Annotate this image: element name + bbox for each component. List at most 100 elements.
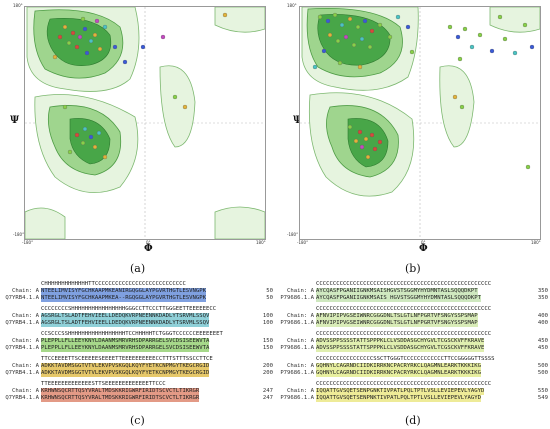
residue-number: 150 — [262, 338, 273, 344]
sequence-label: P79686.1.A — [280, 395, 314, 401]
target-row: Chain: A GQHNYLCAGRNDCIIDKIRRKNCPACRYRKCL… — [278, 363, 548, 370]
caption-c: (c) — [130, 414, 145, 427]
phi-tick-zero: 0° — [421, 240, 426, 245]
sequence-label: Chain: A — [287, 338, 314, 344]
psi-tick-min: -180° — [13, 232, 25, 237]
sequence-label: P79686.1.A — [280, 345, 314, 351]
alignment-block: TTCCEEEETTSCEEEEESEEEETTEEEEEEEEEECCTTTS… — [3, 356, 273, 377]
phi-tick-zero: 0° — [146, 240, 151, 245]
sequence-text: KRHWNSQCRTTQSYVRALTMDSKKRIGWRFIRIDTSCVCT… — [41, 388, 200, 395]
sequence-text: ADKKTAVDMSGGTVTVLEKVPVSKGQLKQYFYETKCNPMG… — [41, 363, 210, 370]
target-row: Chain: A AGSRGLTSLADTFEHVIEELLDEDQKVRPNEE… — [3, 313, 273, 320]
alignment-block: CCCCCCCCCCCCCCCCCSSCTTGGGTCCCCCCCCCCCCTT… — [278, 356, 548, 377]
sequence-text: KRHWNSQCRTTQSYVRALTMDSKKRIGWRFIRIDTSCVCT… — [41, 395, 200, 402]
template-row: P79686.1.A ADVSSPPSSSSTATTSPPPKLCLVSDDASG… — [278, 345, 548, 352]
panel-c: CHHHHHHHHHHHHHTTCCCCCCCCCCCCCCCCCCCCCCCC… — [0, 278, 275, 429]
template-row: P79686.1.A GQHNYLCAGRNDCIIDKIRRKNCPACRYRK… — [278, 370, 548, 377]
residue-number: 350 — [537, 295, 548, 301]
residue-number: 247 — [262, 388, 273, 394]
alignment-c: CHHHHHHHHHHHHHTTCCCCCCCCCCCCCCCCCCCCCCCC… — [3, 281, 273, 406]
secondary-structure-row: CCCCCCCCCCCCCCCCCCCCCCCCCCCCCCCCCCCCCCCC… — [278, 381, 548, 388]
psi-tick-min: -180° — [287, 232, 299, 237]
sequence-label: Q7YRB4.1.A — [5, 395, 39, 401]
sequence-label: Chain: A — [287, 388, 314, 394]
sequence-text: NTEELIMVISYFGCHKAAPMKEA--RGQGGLAYPGVRTHG… — [41, 295, 207, 302]
panel-a: 180° -180° -180° 0° 180° Ψ Φ — [0, 0, 275, 278]
sequence-text: CCCCCCCCCCCCCCCCCCCCCCCCCCCCCCCCCCCCCCCC… — [316, 331, 492, 337]
target-row: Chain: A AYCQASFPGANIIGNKMSAISHGVSTSGGMYH… — [278, 288, 548, 295]
target-row: Chain: A IQQATTGVSQETSENPGNKTIVPATLPQLTPT… — [278, 388, 548, 395]
sequence-label: Chain: A — [12, 388, 39, 394]
sequence-label: P79686.1.A — [280, 370, 314, 376]
alignment-block: TTEEEEEEEEEEEEESTTSEEEEEEEEEEEEETTCCC Cha… — [3, 381, 273, 402]
alignment-block: CCSCCCSSHHHHHHHHHHHHHHHHHTCCHHHHHTCTGGGT… — [3, 331, 273, 352]
alignment-block: CCCCCCCCCCCCCCCCCCCCCCCCCCCCCCCCCCCCCCCC… — [278, 331, 548, 352]
sequence-text: AFNVIPIPVGSEIWNRCGGGDNLTSLGTLNFPGRTVFSNG… — [316, 313, 478, 320]
sequence-label: Q7YRB4.1.A — [5, 295, 39, 301]
sequence-text: CCCCCCCCCCCCCCCCCCCCCCCCCCCCCCCCCCCCCCCC… — [316, 306, 492, 312]
template-row: Q7YRB4.1.A PLEPPLLFLLEEYKNYLDAANMSMRVRHSD… — [3, 345, 273, 352]
alignment-block: CHHHHHHHHHHHHHTTCCCCCCCCCCCCCCCCCCCCCCCC… — [3, 281, 273, 302]
residue-number: 500 — [537, 370, 548, 376]
sequence-text: AFNVIPIPVGSEIWNRCGGGDNLTSLGTLNFPGRTVFSNG… — [316, 320, 478, 327]
secondary-structure-row: CCCCCCCCCCCCCCCCCCCCCCCCCCCCCCCCCCCCCCCC… — [278, 331, 548, 338]
residue-number: 200 — [262, 363, 273, 369]
sequence-text: AYCQASFPGANIIGNKMSAIS HGVSTSGGMYHYDMNTAS… — [316, 295, 482, 302]
target-row: Chain: A ADVSSPPSSSSTATTSPPPKLCLVSDDASGCH… — [278, 338, 548, 345]
template-row: P79686.1.A IQQATTGVSQETSENPNKTIVPATLPQLTP… — [278, 395, 548, 402]
psi-axis-label: Ψ — [293, 115, 303, 126]
sequence-label: Chain: A — [12, 288, 39, 294]
ramachandran-plot-a — [24, 6, 266, 240]
sequence-text: IQQATTGVSQETSENPGNKTIVPATLPQLTPTLVSLLEVI… — [316, 388, 485, 395]
residue-number: 247 — [262, 395, 273, 401]
phi-axis-label: Φ — [144, 243, 153, 254]
residue-number: 450 — [537, 338, 548, 344]
residue-number: 550 — [537, 388, 548, 394]
secondary-structure-row: CHHHHHHHHHHHHHTTCCCCCCCCCCCCCCCCCCCCCCCC… — [3, 281, 273, 288]
sequence-label: Chain: A — [287, 288, 314, 294]
sequence-label: Chain: A — [12, 363, 39, 369]
sequence-text: AYCQASFPGANIIGNKMSAISHGVSTSGGMYHYDMNTASL… — [316, 288, 478, 295]
template-row: Q7YRB4.1.A KRHWNSQCRTTQSYVRALTMDSKKRIGWRF… — [3, 395, 273, 402]
panel-d: CCCCCCCCCCCCCCCCCCCCCCCCCCCCCCCCCCCCCCCC… — [275, 278, 550, 429]
secondary-structure-row: TTCCEEEETTSCEEEEESEEEETTEEEEEEEEEECCTTTS… — [3, 356, 273, 363]
template-row: Q7YRB4.1.A NTEELIMVISYFGCHKAAPMKEA--RGQGG… — [3, 295, 273, 302]
phi-tick-min: -180° — [297, 240, 309, 245]
residue-number: 200 — [262, 370, 273, 376]
sequence-text: ADVSSPPSSSSTATTSPPPKLCLVSDDASGCHYGVLTCGS… — [316, 345, 485, 352]
sequence-text: AGSRGLTSLADTFEHVIEELLDEDQKVRPNEENNKDADLY… — [41, 320, 210, 327]
secondary-structure-row: TTEEEEEEEEEEEEESTTSEEEEEEEEEEEEETTCCC — [3, 381, 273, 388]
phi-tick-min: -180° — [22, 240, 34, 245]
sequence-label: Chain: A — [287, 313, 314, 319]
sequence-text: CCCCCCCCSHHHHHHHHHHHHHHHHGGGCCTTCCCTTGGG… — [41, 306, 217, 312]
sequence-label: Q7YRB4.1.A — [5, 320, 39, 326]
caption-a: (a) — [130, 262, 146, 275]
sequence-text: PLEPPLLFLLEEYKNYLDAANMSMRVRHSDPARRGELSVC… — [41, 338, 210, 345]
residue-number: 150 — [262, 345, 273, 351]
alignment-block: CCCCCCCCSHHHHHHHHHHHHHHHHGGGCCTTCCCTTGGG… — [3, 306, 273, 327]
sequence-label: Q7YRB4.1.A — [5, 370, 39, 376]
sequence-text: TTEEEEEEEEEEEEESTTSEEEEEEEEEEEEETTCCC — [41, 381, 166, 387]
sequence-text: TTCCEEEETTSCEEEEESEEEETTEEEEEEEEEECCTTTS… — [41, 356, 213, 362]
sequence-text: NTEELIMVISYFGCHKAAPMKEANIRGQGGLAYPGVRTHG… — [41, 288, 207, 295]
residue-number: 50 — [266, 288, 273, 294]
target-row: Chain: A PLEPPLLFLLEEYKNYLDAANMSMRVRHSDPA… — [3, 338, 273, 345]
secondary-structure-row: CCCCCCCCCCCCCCCCCCCCCCCCCCCCCCCCCCCCCCCC… — [278, 306, 548, 313]
phi-tick-max: 180° — [531, 240, 541, 245]
alignment-block: CCCCCCCCCCCCCCCCCCCCCCCCCCCCCCCCCCCCCCCC… — [278, 306, 548, 327]
residue-number: 100 — [262, 313, 273, 319]
caption-b: (b) — [405, 262, 421, 275]
residue-number: 400 — [537, 313, 548, 319]
sequence-text: AGSRGLTSLADTFEHVIEELLDEDQKVRPNEENNKDADLY… — [41, 313, 210, 320]
psi-tick-max: 180° — [287, 3, 297, 8]
target-row: Chain: A ADKKTAVDMSGGTVTVLEKVPVSKGQLKQYFY… — [3, 363, 273, 370]
residue-number: 100 — [262, 320, 273, 326]
target-row: Chain: A NTEELIMVISYFGCHKAAPMKEANIRGQGGLA… — [3, 288, 273, 295]
ramachandran-plot-a-graphic — [25, 7, 265, 239]
secondary-structure-row: CCCCCCCCSHHHHHHHHHHHHHHHHGGGCCTTCCCTTGGG… — [3, 306, 273, 313]
residue-number: 50 — [266, 295, 273, 301]
residue-number: 450 — [537, 345, 548, 351]
sequence-text: GQHNYLCAGRNDCIIDKIRRKNCPACRYRKCLQAGMNLEA… — [316, 363, 482, 370]
target-row: Chain: A KRHWNSQCRTTQSYVRALTMDSKKRIGWRFIR… — [3, 388, 273, 395]
target-row: Chain: A AFNVIPIPVGSEIWNRCGGGDNLTSLGTLNFP… — [278, 313, 548, 320]
